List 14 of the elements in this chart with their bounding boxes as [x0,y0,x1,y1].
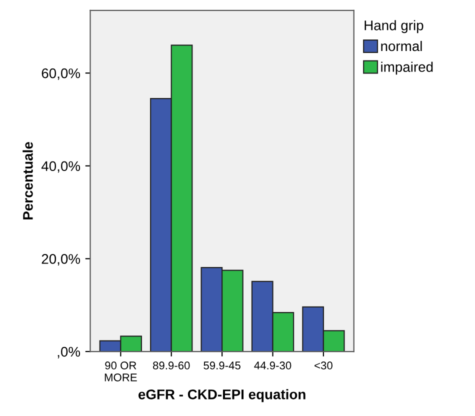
legend-label: normal [381,40,422,52]
x-axis-title: eGFR - CKD-EPI equation [138,389,306,402]
legend-title: Hand grip [364,20,424,34]
legend-label: impaired [381,62,433,75]
x-tick-label: 90 OR MORE [104,362,137,382]
y-tick-label: ,0% [58,346,80,358]
y-tick-label: 20,0% [42,254,80,266]
x-tick-label: 44.9-30 [254,362,292,370]
x-tick-label: 59.9-45 [204,362,240,370]
y-tick-label: 40,0% [41,161,80,173]
x-tick-label: 89.9-60 [153,362,190,370]
x-tick-label: <30 [314,362,332,370]
y-tick-label: 60,0% [42,68,80,80]
y-axis-title: Percentuale [22,142,33,220]
